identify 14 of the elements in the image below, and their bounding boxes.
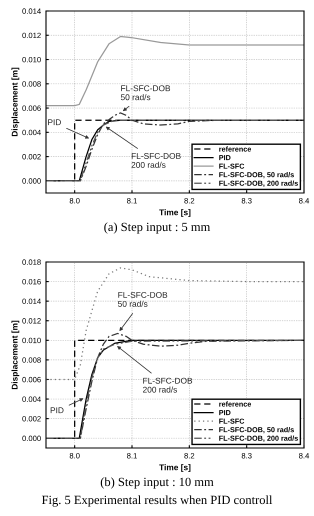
text: (b) Step input : 10 mm bbox=[100, 477, 214, 489]
x-axis-title: Time [s] bbox=[159, 209, 190, 217]
y-axis-title: Displacement [m] bbox=[11, 68, 20, 136]
y-axis-title: Displacement [m] bbox=[11, 320, 20, 390]
x-axis-title: Time [s] bbox=[159, 464, 190, 472]
line-series bbox=[46, 36, 304, 106]
annotation: FL-SFC-DOB 50 rad/s bbox=[118, 292, 168, 307]
text: (a) Step input : 5 mm bbox=[104, 222, 210, 234]
annotation: FL-SFC-DOB 50 rad/s bbox=[120, 85, 170, 100]
annotation: PID bbox=[48, 119, 61, 126]
annotation: FL-SFC-DOB 200 rad/s bbox=[132, 153, 181, 168]
caption: Fig. 5 Experimental results when PID controll bbox=[42, 495, 272, 507]
annotation: FL-SFC-DOB 200 rad/s bbox=[142, 378, 192, 393]
annotation: PID bbox=[50, 407, 64, 414]
